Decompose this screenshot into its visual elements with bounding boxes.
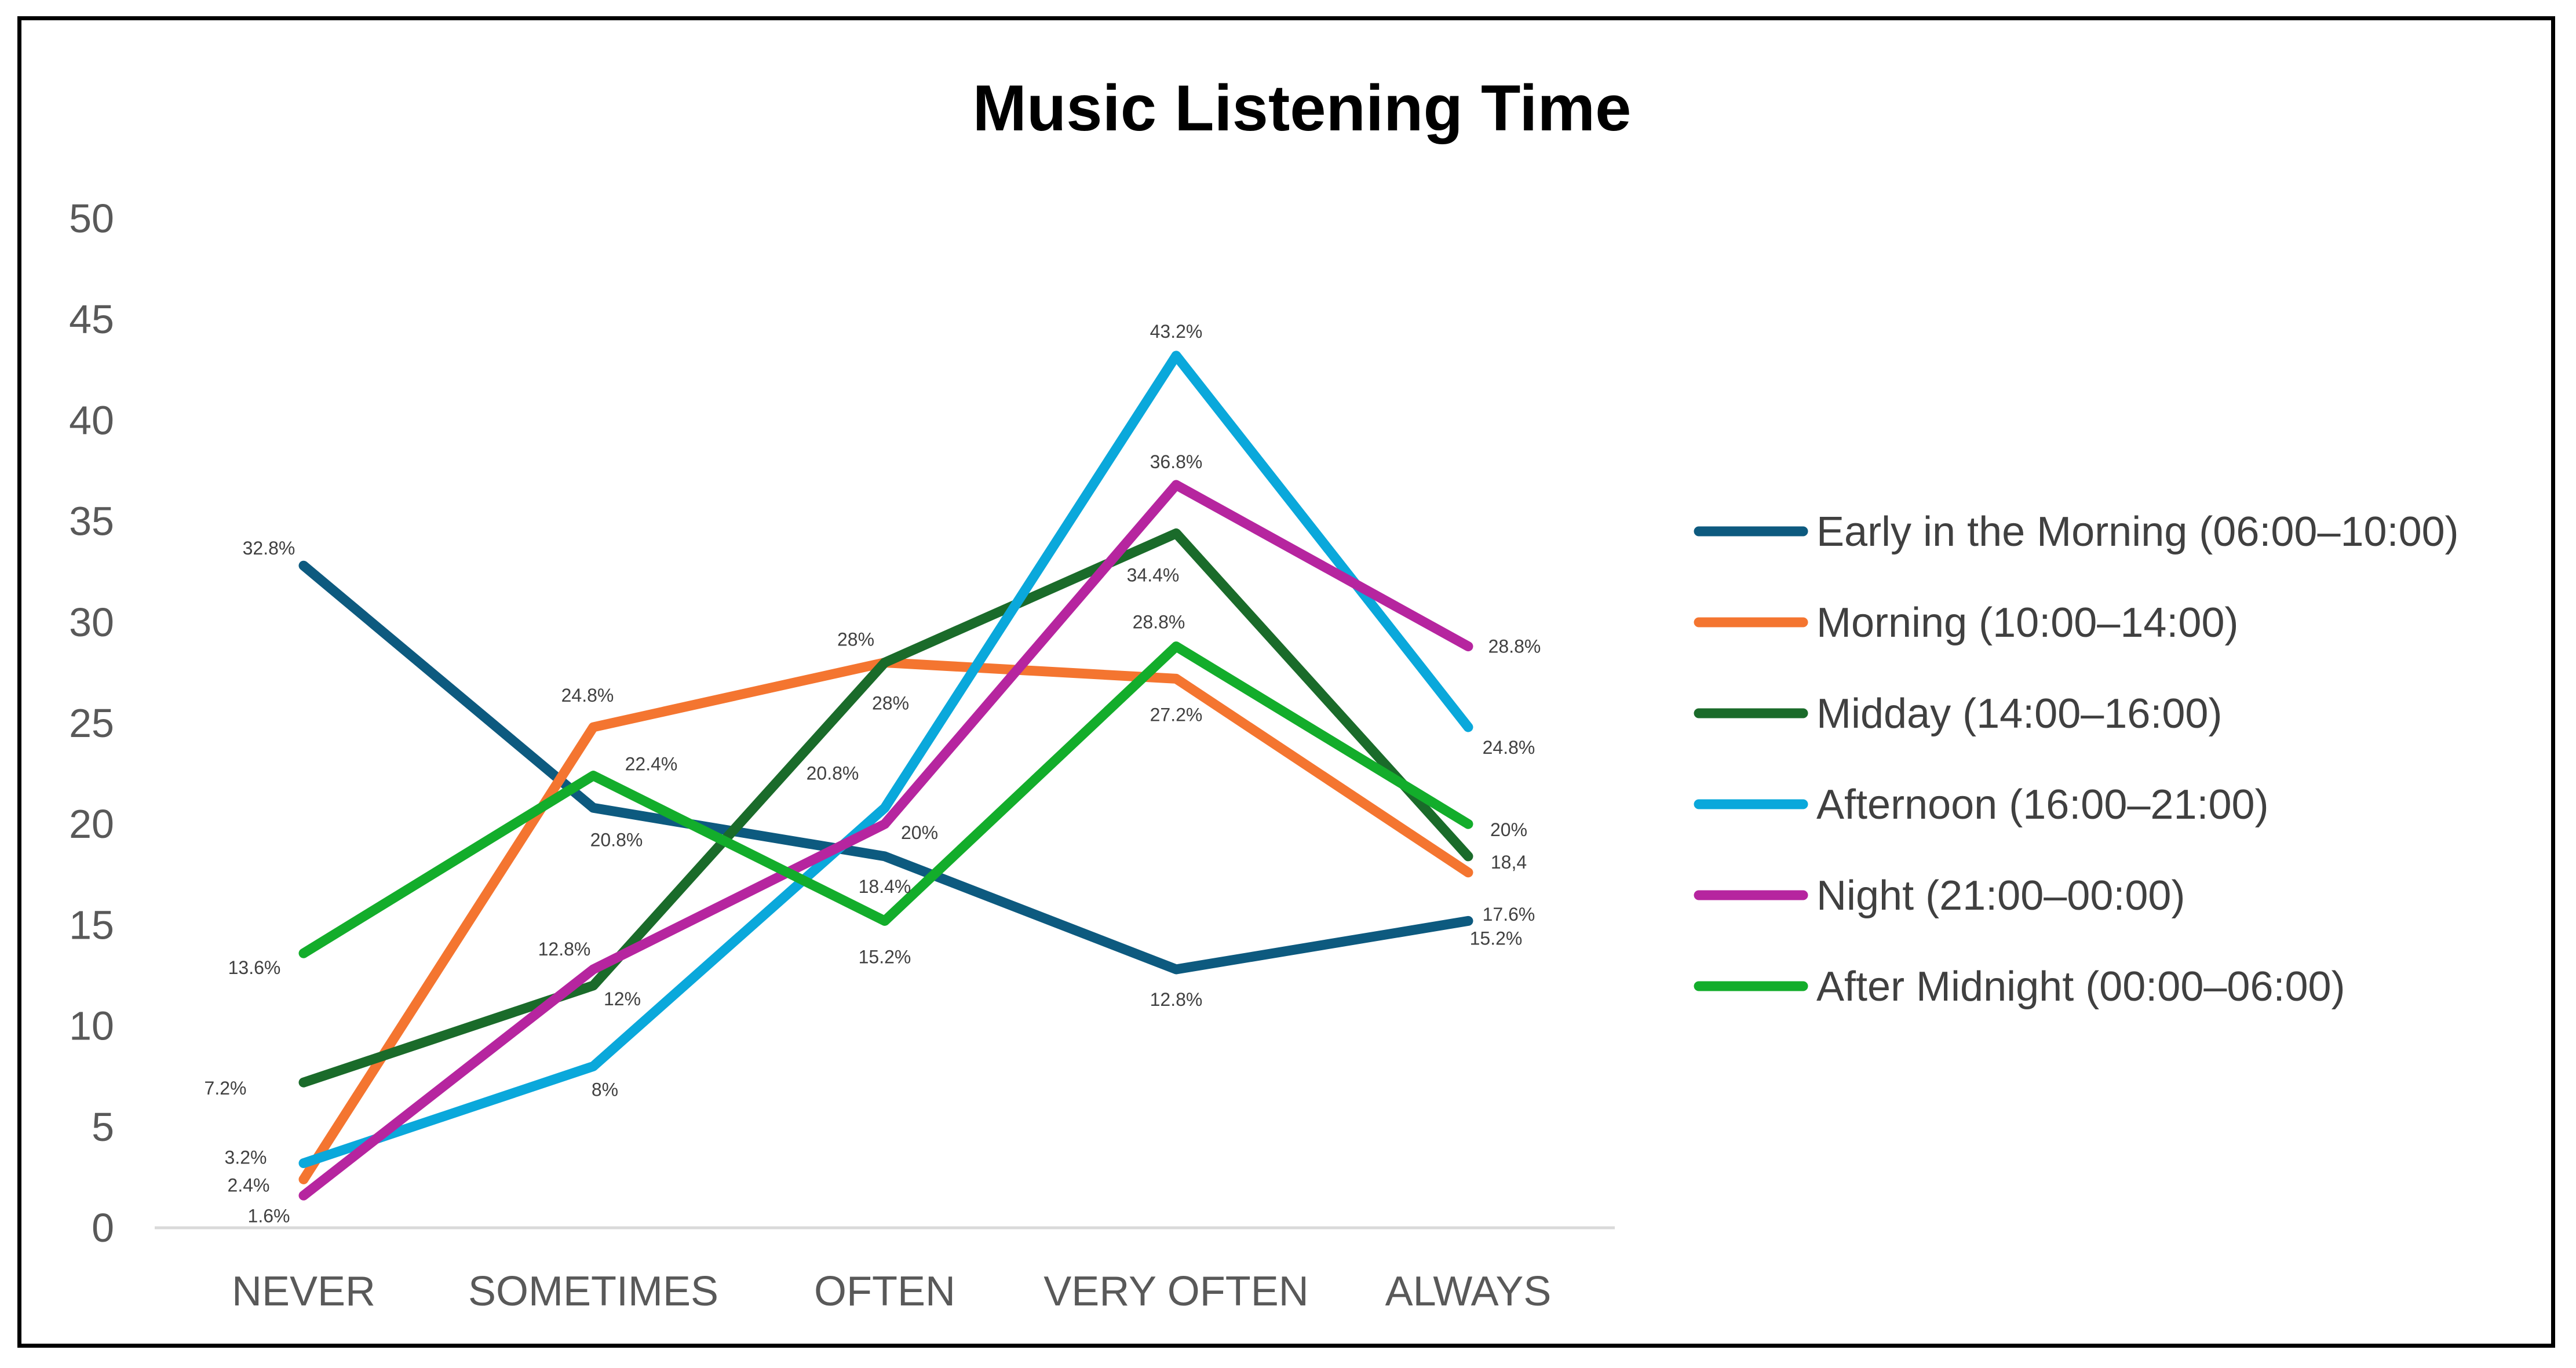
y-tick-label: 40 [69,397,114,443]
data-label: 8% [592,1079,618,1100]
series-line [298,641,1473,958]
x-tick-label: NEVER [232,1268,375,1315]
legend: Early in the Morning (06:00–10:00) Mornin… [1694,509,2459,1010]
series-line [298,560,1473,975]
y-tick-label: 0 [92,1205,114,1250]
data-label: 28% [872,692,909,713]
y-tick-label: 50 [69,196,114,241]
data-label: 20.8% [590,829,643,850]
y-tick-label: 25 [69,701,114,746]
data-label: 20.8% [807,763,859,783]
data-label: 28% [837,629,874,650]
data-label: 13.6% [228,957,281,978]
data-label: 2.4% [228,1174,270,1195]
legend-entry-label: Night (21:00–00:00) [1816,873,2185,919]
data-label: 36.8% [1150,451,1203,472]
data-labels: 32.8% 20.8% 18.4% 12.8% 15.2% 2.4% 24.8% 28% 27.… [205,321,1541,1226]
data-label: 24.8% [561,685,614,706]
legend-entry-label: Early in the Morning (06:00–10:00) [1816,509,2459,555]
series-lines [298,351,1473,1201]
data-label: 20% [1490,819,1527,840]
data-label: 15.2% [1470,928,1523,949]
y-tick-label: 20 [69,801,114,847]
data-label: 7.2% [205,1078,247,1099]
x-tick-label: VERY OFTEN [1043,1268,1308,1315]
data-label: 27.2% [1150,704,1203,725]
data-label: 1.6% [248,1205,290,1226]
data-label: 17.6% [1483,904,1535,925]
y-tick-label: 5 [92,1104,114,1150]
y-tick-label: 35 [69,499,114,544]
x-tick-label: OFTEN [814,1268,955,1315]
line-chart: Music Listening Time 0 5 10 15 20 25 30 35 40 45 5… [69,72,2459,1315]
x-axis-ticks: NEVER SOMETIMES OFTEN VERY OFTEN ALWAYS [232,1268,1551,1315]
data-label: 22.4% [625,754,678,775]
data-label: 20% [901,822,938,843]
legend-entry-label: Midday (14:00–16:00) [1816,691,2222,737]
chart-title: Music Listening Time [973,72,1632,144]
data-label: 24.8% [1483,737,1535,758]
legend-entry-label: After Midnight (00:00–06:00) [1816,964,2345,1010]
data-label: 12.8% [1150,989,1203,1010]
y-tick-label: 10 [69,1004,114,1049]
y-tick-label: 30 [69,600,114,645]
data-label: 28.8% [1488,636,1541,657]
y-tick-label: 45 [69,297,114,342]
data-label: 12.8% [538,939,591,960]
data-label: 3.2% [225,1147,267,1168]
data-label: 18,4 [1491,852,1527,873]
y-tick-label: 15 [69,902,114,947]
series-line [298,528,1473,1088]
data-label: 32.8% [243,538,295,559]
y-axis-ticks: 0 5 10 15 20 25 30 35 40 45 50 [69,196,114,1250]
data-label: 43.2% [1150,321,1203,342]
data-label: 28.8% [1133,612,1185,633]
x-tick-label: ALWAYS [1385,1268,1552,1315]
series-line [298,351,1473,1168]
legend-entry-label: Morning (10:00–14:00) [1816,600,2238,646]
data-label: 15.2% [859,946,911,967]
data-label: 12% [604,988,641,1009]
legend-entry-label: Afternoon (16:00–21:00) [1816,782,2269,828]
series-line [298,480,1473,1201]
chart-frame: Music Listening Time 0 5 10 15 20 25 30 35 40 45 5… [17,16,2555,1348]
data-label: 34.4% [1127,565,1180,586]
x-tick-label: SOMETIMES [468,1268,718,1315]
data-label: 18.4% [859,876,911,897]
